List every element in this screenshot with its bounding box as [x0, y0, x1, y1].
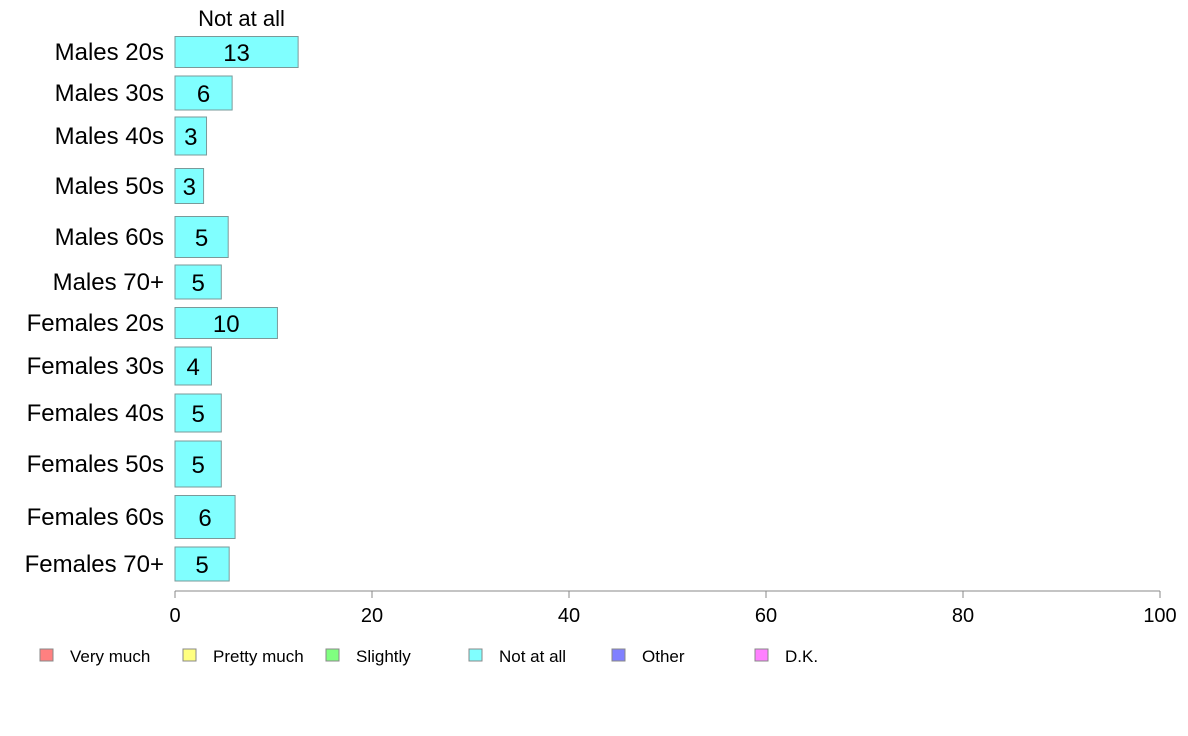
category-label: Females 40s: [27, 400, 164, 427]
series-header: Not at all: [198, 6, 285, 31]
bar: [174, 307, 278, 339]
bar-value-label: 5: [191, 401, 204, 428]
bar: [174, 168, 205, 204]
category-label: Males 30s: [55, 80, 164, 107]
bar-value-label: 3: [183, 174, 196, 201]
bar-value-label: 6: [198, 505, 211, 532]
bar-value-label: 10: [213, 311, 240, 338]
bar-value-label: 6: [197, 81, 210, 108]
bar: [174, 440, 222, 488]
bar-value-label: 5: [191, 452, 204, 479]
bar: [174, 216, 229, 258]
category-label: Females 50s: [27, 451, 164, 478]
x-tick-label: 100: [1143, 605, 1176, 627]
legend-swatch: [611, 648, 626, 662]
category-label: Females 20s: [27, 310, 164, 337]
category-label: Males 50s: [55, 173, 164, 200]
bars-layer: Not at all Males 20s 13 Males 30s 6 Males 40s…: [25, 6, 299, 582]
x-tick-label: 80: [952, 605, 974, 627]
category-label: Males 60s: [55, 224, 164, 251]
bar: [174, 75, 233, 111]
x-tick-label: 60: [755, 605, 777, 627]
legend-swatch: [468, 648, 483, 662]
bar: [174, 393, 222, 433]
category-label: Females 60s: [27, 504, 164, 531]
legend-label: Other: [642, 647, 685, 666]
bar: [174, 264, 222, 300]
legend-swatch: [39, 648, 54, 662]
legend-label: D.K.: [785, 647, 818, 666]
category-label: Males 20s: [55, 39, 164, 66]
bar: [174, 546, 230, 582]
legend-label: Pretty much: [213, 647, 304, 666]
x-axis: 0 20 40 60 80 100: [169, 590, 1177, 627]
legend-swatch: [325, 648, 340, 662]
bar-value-label: 13: [223, 40, 250, 67]
bar-value-label: 4: [187, 354, 200, 381]
x-tick-label: 0: [169, 605, 180, 627]
legend-swatch: [182, 648, 197, 662]
bar: [174, 346, 212, 386]
category-label: Females 70+: [25, 551, 164, 578]
category-label: Males 40s: [55, 123, 164, 150]
legend-swatch: [754, 648, 769, 662]
bar-value-label: 5: [195, 225, 208, 252]
bar-value-label: 5: [191, 270, 204, 297]
category-label: Females 30s: [27, 353, 164, 380]
x-tick-label: 40: [558, 605, 580, 627]
bar: [174, 495, 236, 539]
legend-label: Slightly: [356, 647, 411, 666]
bar: [174, 36, 299, 68]
category-label: Males 70+: [53, 269, 164, 296]
legend-label: Very much: [70, 647, 150, 666]
legend: Very much Pretty much Slightly Not at all Ot…: [39, 647, 818, 666]
bar: [174, 116, 208, 156]
bar-value-label: 3: [184, 124, 197, 151]
legend-label: Not at all: [499, 647, 566, 666]
bar-value-label: 5: [195, 552, 208, 579]
x-tick-label: 20: [361, 605, 383, 627]
